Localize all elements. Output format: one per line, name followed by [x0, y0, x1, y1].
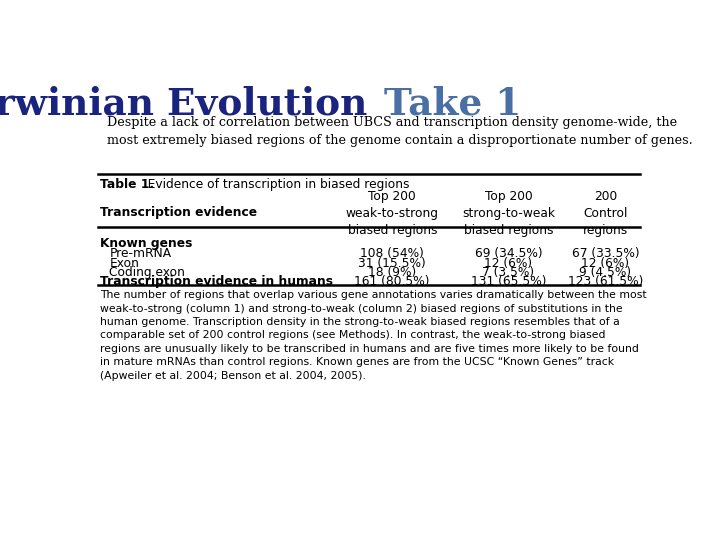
Text: 108 (54%): 108 (54%): [360, 247, 424, 260]
Text: Table 1.: Table 1.: [100, 178, 154, 191]
Text: Pre-mRNA: Pre-mRNA: [109, 247, 171, 260]
Text: Transcription evidence in humans: Transcription evidence in humans: [100, 275, 333, 288]
Text: 123 (61.5%): 123 (61.5%): [567, 275, 643, 288]
Text: Known genes: Known genes: [100, 237, 192, 250]
Text: Top 200
weak-to-strong
biased regions: Top 200 weak-to-strong biased regions: [346, 190, 438, 237]
Text: Despite a lack of correlation between UBCS and transcription density genome-wide: Despite a lack of correlation between UB…: [107, 116, 693, 147]
Text: 67 (33.5%): 67 (33.5%): [572, 247, 639, 260]
Text: 200
Control
regions: 200 Control regions: [582, 190, 628, 237]
Text: 12 (6%): 12 (6%): [485, 256, 533, 269]
Text: 161 (80.5%): 161 (80.5%): [354, 275, 430, 288]
Text: 9 (4.5%): 9 (4.5%): [580, 266, 631, 279]
Text: 7 (3.5%): 7 (3.5%): [482, 266, 534, 279]
Text: Non-Darwinian Evolution: Non-Darwinian Evolution: [0, 85, 367, 123]
Text: Coding exon: Coding exon: [109, 266, 185, 279]
Text: The number of regions that overlap various gene annotations varies dramatically : The number of regions that overlap vario…: [100, 291, 647, 381]
Text: 31 (15.5%): 31 (15.5%): [359, 256, 426, 269]
Text: Take 1: Take 1: [371, 85, 521, 123]
Text: 12 (6%): 12 (6%): [581, 256, 629, 269]
Text: 131 (65.5%): 131 (65.5%): [471, 275, 546, 288]
Text: 18 (9%): 18 (9%): [368, 266, 416, 279]
Text: 69 (34.5%): 69 (34.5%): [474, 247, 542, 260]
Text: Transcription evidence: Transcription evidence: [100, 206, 257, 219]
Text: Evidence of transcription in biased regions: Evidence of transcription in biased regi…: [137, 178, 410, 191]
Text: Exon: Exon: [109, 256, 139, 269]
Text: Top 200
strong-to-weak
biased regions: Top 200 strong-to-weak biased regions: [462, 190, 555, 237]
